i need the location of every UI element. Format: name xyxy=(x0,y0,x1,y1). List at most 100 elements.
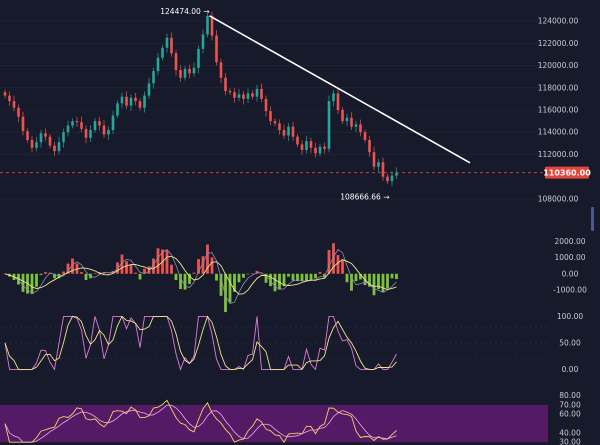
candle-body xyxy=(287,126,290,136)
candle-body xyxy=(377,162,380,167)
macd-bar xyxy=(278,273,281,290)
candle-body xyxy=(197,48,200,68)
candle-body xyxy=(237,94,241,98)
macd-bar xyxy=(53,273,56,279)
scroll-handle[interactable] xyxy=(591,207,594,231)
rsi-band xyxy=(0,404,548,443)
candle-body xyxy=(93,121,97,130)
macd-bar xyxy=(201,256,205,274)
candle-body xyxy=(359,124,362,133)
rsi-tick-label: 40.00 xyxy=(559,428,581,437)
macd-bar xyxy=(71,258,74,274)
candle-body xyxy=(107,130,110,135)
macd-bar xyxy=(368,273,371,287)
rsi-tick-label: 30.00 xyxy=(559,438,581,445)
candle-body xyxy=(305,141,308,150)
macd-tick-label: 2000.00 xyxy=(554,237,585,246)
candle-body xyxy=(395,172,398,176)
candle-body xyxy=(17,107,20,117)
candle-body xyxy=(66,125,70,133)
candle-body xyxy=(129,97,133,106)
macd-bar xyxy=(246,273,250,275)
candle-body xyxy=(354,124,358,127)
candle-body xyxy=(89,130,92,138)
macd-bar xyxy=(197,259,200,274)
candle-body xyxy=(30,140,34,148)
candle-body xyxy=(318,146,322,154)
candle-body xyxy=(363,132,367,140)
last-price-tag xyxy=(545,166,589,179)
macd-bar xyxy=(390,273,394,279)
macd-bar xyxy=(327,250,331,274)
axis-labels: 124000.00 122000.00 120000.00 118000.00 1160… xyxy=(538,17,587,445)
candle-body xyxy=(386,176,389,182)
rsi-band-fill xyxy=(0,404,548,443)
candle-body xyxy=(246,93,250,99)
candle-body xyxy=(179,70,182,78)
candle-body xyxy=(345,117,349,122)
candle-body xyxy=(147,83,151,96)
macd-bar xyxy=(395,273,398,280)
candle-body xyxy=(264,98,268,112)
macd-bar xyxy=(66,263,70,274)
macd-bar xyxy=(188,273,191,284)
candle-body xyxy=(21,116,25,132)
candle-body xyxy=(390,175,394,182)
candle-body xyxy=(350,117,353,127)
trendline[interactable] xyxy=(209,15,471,164)
macd-bar xyxy=(215,273,218,281)
macd-bar xyxy=(179,273,182,290)
candle-body xyxy=(269,111,272,122)
macd-bar xyxy=(291,273,295,281)
macd-bar xyxy=(138,273,142,280)
rsi-tick-label: 70.00 xyxy=(559,400,581,409)
candle-body xyxy=(174,53,178,70)
candle-body xyxy=(300,144,304,150)
candle-body xyxy=(170,37,173,54)
macd-signal-line xyxy=(4,255,397,295)
candle-body xyxy=(39,133,43,143)
macd-bar xyxy=(341,259,344,274)
candle-body xyxy=(156,57,160,72)
macd-bar xyxy=(30,273,34,295)
macd-tick-label: 0.00 xyxy=(562,269,579,278)
price-tick-label: 120000.00 xyxy=(538,61,579,70)
macd-bar xyxy=(174,273,178,280)
macd-bar xyxy=(332,243,335,274)
macd-bar xyxy=(62,271,65,274)
macd-bar xyxy=(228,273,232,303)
candle-body xyxy=(219,62,223,78)
candle-body xyxy=(161,47,164,58)
macd-bar xyxy=(318,272,322,274)
candle-body xyxy=(296,136,299,145)
candle-body xyxy=(84,128,88,138)
macd-bar xyxy=(386,273,389,289)
price-tick-label: 116000.00 xyxy=(538,106,579,115)
candle-body xyxy=(233,92,236,98)
candle-body xyxy=(224,77,227,92)
rsi-ma-line xyxy=(4,404,397,443)
macd-histogram xyxy=(3,243,398,313)
candle-body xyxy=(62,132,65,143)
candle-body xyxy=(98,121,101,126)
macd-bar xyxy=(359,273,362,280)
macd-bar xyxy=(192,272,196,274)
macd-bar xyxy=(251,273,254,274)
macd-bar xyxy=(44,272,47,274)
candle-body xyxy=(242,94,245,99)
candle-body xyxy=(372,152,376,167)
price-tick-label: 122000.00 xyxy=(538,39,579,48)
candle-body xyxy=(381,162,385,177)
macd-bar xyxy=(134,272,137,274)
candle-body xyxy=(12,101,16,108)
macd-bar xyxy=(219,273,223,296)
macd-bar xyxy=(237,273,241,283)
candle-body xyxy=(323,146,326,149)
candle-body xyxy=(201,34,205,49)
macd-bar xyxy=(336,255,340,274)
candle-body xyxy=(53,145,56,152)
macd-bar xyxy=(125,261,128,274)
candle-body xyxy=(210,15,214,36)
macd-bar xyxy=(116,262,119,274)
